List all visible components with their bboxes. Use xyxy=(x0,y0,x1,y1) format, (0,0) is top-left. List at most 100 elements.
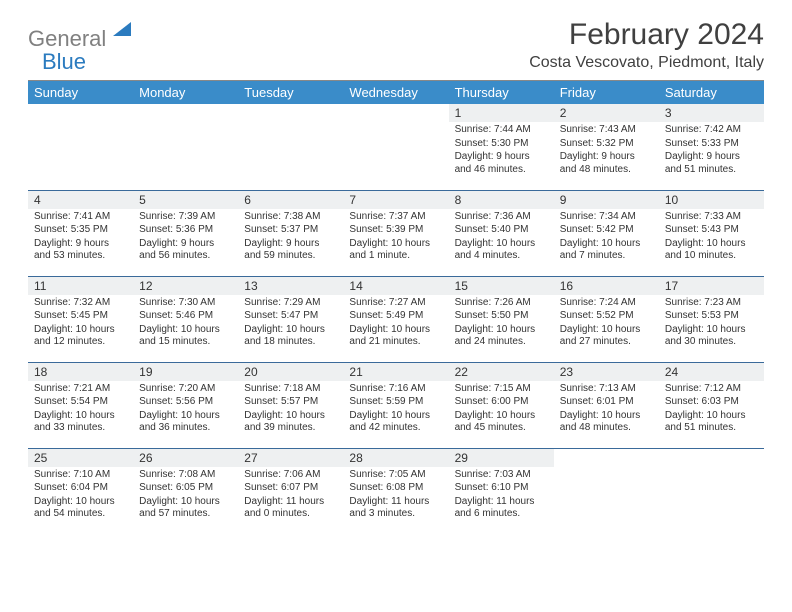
day-content: Sunrise: 7:08 AMSunset: 6:05 PMDaylight:… xyxy=(133,467,238,526)
day-number: 17 xyxy=(659,277,764,295)
day-content: Sunrise: 7:30 AMSunset: 5:46 PMDaylight:… xyxy=(133,295,238,354)
daylight-text: Daylight: 9 hours and 48 minutes. xyxy=(560,151,653,176)
calendar-day-cell: 14Sunrise: 7:27 AMSunset: 5:49 PMDayligh… xyxy=(343,276,448,362)
sunrise-text: Sunrise: 7:34 AM xyxy=(560,211,653,224)
daylight-text: Daylight: 10 hours and 39 minutes. xyxy=(244,410,337,435)
brand-logo: General Blue xyxy=(28,22,131,74)
daylight-text: Daylight: 10 hours and 21 minutes. xyxy=(349,324,442,349)
day-number: 10 xyxy=(659,191,764,209)
calendar-day-cell: 28Sunrise: 7:05 AMSunset: 6:08 PMDayligh… xyxy=(343,448,448,534)
sunrise-text: Sunrise: 7:13 AM xyxy=(560,383,653,396)
daylight-text: Daylight: 9 hours and 46 minutes. xyxy=(455,151,548,176)
day-number: 7 xyxy=(343,191,448,209)
sunrise-text: Sunrise: 7:16 AM xyxy=(349,383,442,396)
calendar-day-cell: 7Sunrise: 7:37 AMSunset: 5:39 PMDaylight… xyxy=(343,190,448,276)
calendar-day-cell: 17Sunrise: 7:23 AMSunset: 5:53 PMDayligh… xyxy=(659,276,764,362)
sunrise-text: Sunrise: 7:27 AM xyxy=(349,297,442,310)
day-header: Monday xyxy=(133,81,238,104)
day-number: 20 xyxy=(238,363,343,381)
sunrise-text: Sunrise: 7:10 AM xyxy=(34,469,127,482)
sunset-text: Sunset: 5:39 PM xyxy=(349,224,442,237)
sunset-text: Sunset: 5:50 PM xyxy=(455,310,548,323)
sunrise-text: Sunrise: 7:39 AM xyxy=(139,211,232,224)
day-number: 18 xyxy=(28,363,133,381)
sunrise-text: Sunrise: 7:32 AM xyxy=(34,297,127,310)
calendar-body: 1Sunrise: 7:44 AMSunset: 5:30 PMDaylight… xyxy=(28,104,764,534)
day-header: Saturday xyxy=(659,81,764,104)
calendar-day-cell: 3Sunrise: 7:42 AMSunset: 5:33 PMDaylight… xyxy=(659,104,764,190)
sunset-text: Sunset: 5:49 PM xyxy=(349,310,442,323)
calendar-day-cell: 25Sunrise: 7:10 AMSunset: 6:04 PMDayligh… xyxy=(28,448,133,534)
day-content: Sunrise: 7:43 AMSunset: 5:32 PMDaylight:… xyxy=(554,122,659,181)
calendar-day-cell: 29Sunrise: 7:03 AMSunset: 6:10 PMDayligh… xyxy=(449,448,554,534)
sunset-text: Sunset: 5:40 PM xyxy=(455,224,548,237)
day-number: 6 xyxy=(238,191,343,209)
day-content: Sunrise: 7:32 AMSunset: 5:45 PMDaylight:… xyxy=(28,295,133,354)
daylight-text: Daylight: 10 hours and 45 minutes. xyxy=(455,410,548,435)
day-number: 25 xyxy=(28,449,133,467)
triangle-icon xyxy=(113,22,131,36)
day-content: Sunrise: 7:27 AMSunset: 5:49 PMDaylight:… xyxy=(343,295,448,354)
sunset-text: Sunset: 5:33 PM xyxy=(665,138,758,151)
day-content: Sunrise: 7:24 AMSunset: 5:52 PMDaylight:… xyxy=(554,295,659,354)
day-content: Sunrise: 7:21 AMSunset: 5:54 PMDaylight:… xyxy=(28,381,133,440)
daylight-text: Daylight: 10 hours and 10 minutes. xyxy=(665,238,758,263)
day-number: 24 xyxy=(659,363,764,381)
sunrise-text: Sunrise: 7:37 AM xyxy=(349,211,442,224)
calendar-day-cell: 12Sunrise: 7:30 AMSunset: 5:46 PMDayligh… xyxy=(133,276,238,362)
sunset-text: Sunset: 5:56 PM xyxy=(139,396,232,409)
calendar-day-cell: 23Sunrise: 7:13 AMSunset: 6:01 PMDayligh… xyxy=(554,362,659,448)
day-header: Thursday xyxy=(449,81,554,104)
day-number: 26 xyxy=(133,449,238,467)
sunset-text: Sunset: 5:57 PM xyxy=(244,396,337,409)
sunrise-text: Sunrise: 7:29 AM xyxy=(244,297,337,310)
day-number: 23 xyxy=(554,363,659,381)
day-content: Sunrise: 7:10 AMSunset: 6:04 PMDaylight:… xyxy=(28,467,133,526)
sunrise-text: Sunrise: 7:08 AM xyxy=(139,469,232,482)
day-number: 28 xyxy=(343,449,448,467)
sunrise-text: Sunrise: 7:20 AM xyxy=(139,383,232,396)
sunrise-text: Sunrise: 7:36 AM xyxy=(455,211,548,224)
calendar-week-row: 25Sunrise: 7:10 AMSunset: 6:04 PMDayligh… xyxy=(28,448,764,534)
day-number: 2 xyxy=(554,104,659,122)
calendar-day-cell: 18Sunrise: 7:21 AMSunset: 5:54 PMDayligh… xyxy=(28,362,133,448)
calendar-day-cell: 8Sunrise: 7:36 AMSunset: 5:40 PMDaylight… xyxy=(449,190,554,276)
day-content: Sunrise: 7:42 AMSunset: 5:33 PMDaylight:… xyxy=(659,122,764,181)
title-block: February 2024 Costa Vescovato, Piedmont,… xyxy=(529,18,764,72)
daylight-text: Daylight: 10 hours and 54 minutes. xyxy=(34,496,127,521)
daylight-text: Daylight: 10 hours and 48 minutes. xyxy=(560,410,653,435)
day-content: Sunrise: 7:34 AMSunset: 5:42 PMDaylight:… xyxy=(554,209,659,268)
calendar-day-cell: 16Sunrise: 7:24 AMSunset: 5:52 PMDayligh… xyxy=(554,276,659,362)
sunrise-text: Sunrise: 7:44 AM xyxy=(455,124,548,137)
sunset-text: Sunset: 6:04 PM xyxy=(34,482,127,495)
calendar-day-cell: 20Sunrise: 7:18 AMSunset: 5:57 PMDayligh… xyxy=(238,362,343,448)
calendar-day-cell: 13Sunrise: 7:29 AMSunset: 5:47 PMDayligh… xyxy=(238,276,343,362)
sunset-text: Sunset: 5:53 PM xyxy=(665,310,758,323)
location-label: Costa Vescovato, Piedmont, Italy xyxy=(529,54,764,72)
daylight-text: Daylight: 10 hours and 27 minutes. xyxy=(560,324,653,349)
day-number: 27 xyxy=(238,449,343,467)
day-content: Sunrise: 7:29 AMSunset: 5:47 PMDaylight:… xyxy=(238,295,343,354)
calendar-day-cell: 19Sunrise: 7:20 AMSunset: 5:56 PMDayligh… xyxy=(133,362,238,448)
sunrise-text: Sunrise: 7:43 AM xyxy=(560,124,653,137)
calendar-day-cell: 9Sunrise: 7:34 AMSunset: 5:42 PMDaylight… xyxy=(554,190,659,276)
calendar-day-cell: 6Sunrise: 7:38 AMSunset: 5:37 PMDaylight… xyxy=(238,190,343,276)
sunset-text: Sunset: 6:03 PM xyxy=(665,396,758,409)
daylight-text: Daylight: 10 hours and 30 minutes. xyxy=(665,324,758,349)
day-content: Sunrise: 7:39 AMSunset: 5:36 PMDaylight:… xyxy=(133,209,238,268)
calendar-day-cell: 15Sunrise: 7:26 AMSunset: 5:50 PMDayligh… xyxy=(449,276,554,362)
calendar-page: General Blue February 2024 Costa Vescova… xyxy=(0,0,792,552)
logo-text-wrap: General Blue xyxy=(28,22,131,74)
sunrise-text: Sunrise: 7:33 AM xyxy=(665,211,758,224)
sunset-text: Sunset: 5:59 PM xyxy=(349,396,442,409)
day-number: 5 xyxy=(133,191,238,209)
day-content: Sunrise: 7:13 AMSunset: 6:01 PMDaylight:… xyxy=(554,381,659,440)
day-header: Friday xyxy=(554,81,659,104)
day-number: 1 xyxy=(449,104,554,122)
sunrise-text: Sunrise: 7:06 AM xyxy=(244,469,337,482)
day-number: 11 xyxy=(28,277,133,295)
daylight-text: Daylight: 9 hours and 53 minutes. xyxy=(34,238,127,263)
day-number: 22 xyxy=(449,363,554,381)
sunset-text: Sunset: 5:30 PM xyxy=(455,138,548,151)
day-content: Sunrise: 7:16 AMSunset: 5:59 PMDaylight:… xyxy=(343,381,448,440)
